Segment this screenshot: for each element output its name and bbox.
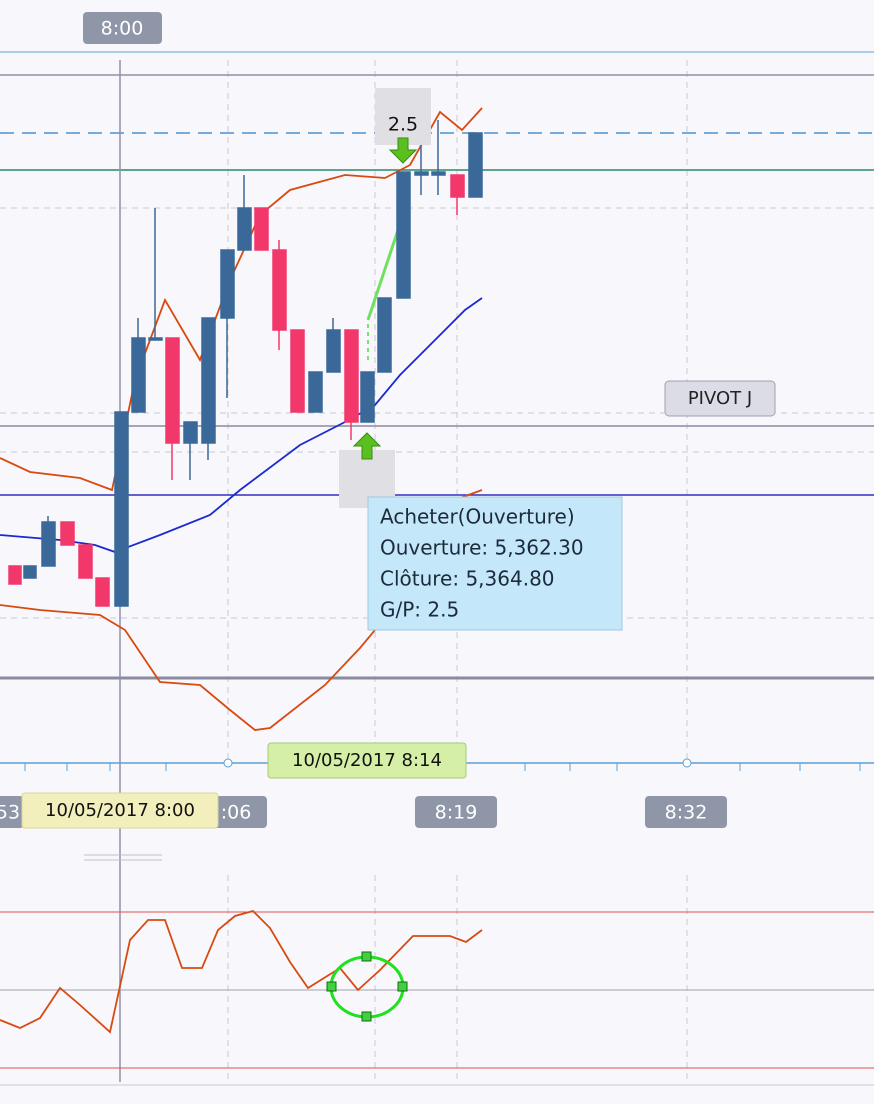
cursor-date: 10/05/2017 8:14 bbox=[292, 750, 442, 771]
time-label: 53 bbox=[0, 802, 20, 824]
trade-markers bbox=[339, 88, 431, 508]
anchor-date: 10/05/2017 8:00 bbox=[45, 800, 195, 821]
header-time-tag: 8:00 bbox=[83, 12, 162, 44]
level-lines bbox=[0, 51, 874, 1086]
tooltip-line: Ouverture: 5,362.30 bbox=[380, 536, 584, 560]
trade-label-box bbox=[375, 88, 431, 145]
tooltip-line: Clôture: 5,364.80 bbox=[380, 567, 555, 591]
time-label: 8:32 bbox=[665, 802, 708, 824]
pivot-label: PIVOT J bbox=[688, 388, 752, 409]
trade-label: 2.5 bbox=[388, 114, 418, 136]
time-axis bbox=[24, 758, 861, 771]
candles bbox=[8, 120, 483, 607]
header-time: 8:00 bbox=[101, 18, 144, 40]
time-label: :06 bbox=[221, 802, 252, 824]
time-tags: 53 :06 8:19 8:32 bbox=[0, 796, 727, 828]
tooltip-line: Acheter(Ouverture) bbox=[380, 505, 575, 529]
crosshair-tags: 10/05/2017 8:14 10/05/2017 8:00 bbox=[21, 742, 467, 829]
time-label: 8:19 bbox=[435, 802, 478, 824]
tooltip: Acheter(Ouverture) Ouverture: 5,362.30 C… bbox=[367, 496, 623, 631]
oscillator bbox=[0, 909, 483, 1034]
pivot-tag[interactable]: PIVOT J bbox=[664, 380, 776, 417]
tooltip-line: G/P: 2.5 bbox=[380, 598, 459, 622]
